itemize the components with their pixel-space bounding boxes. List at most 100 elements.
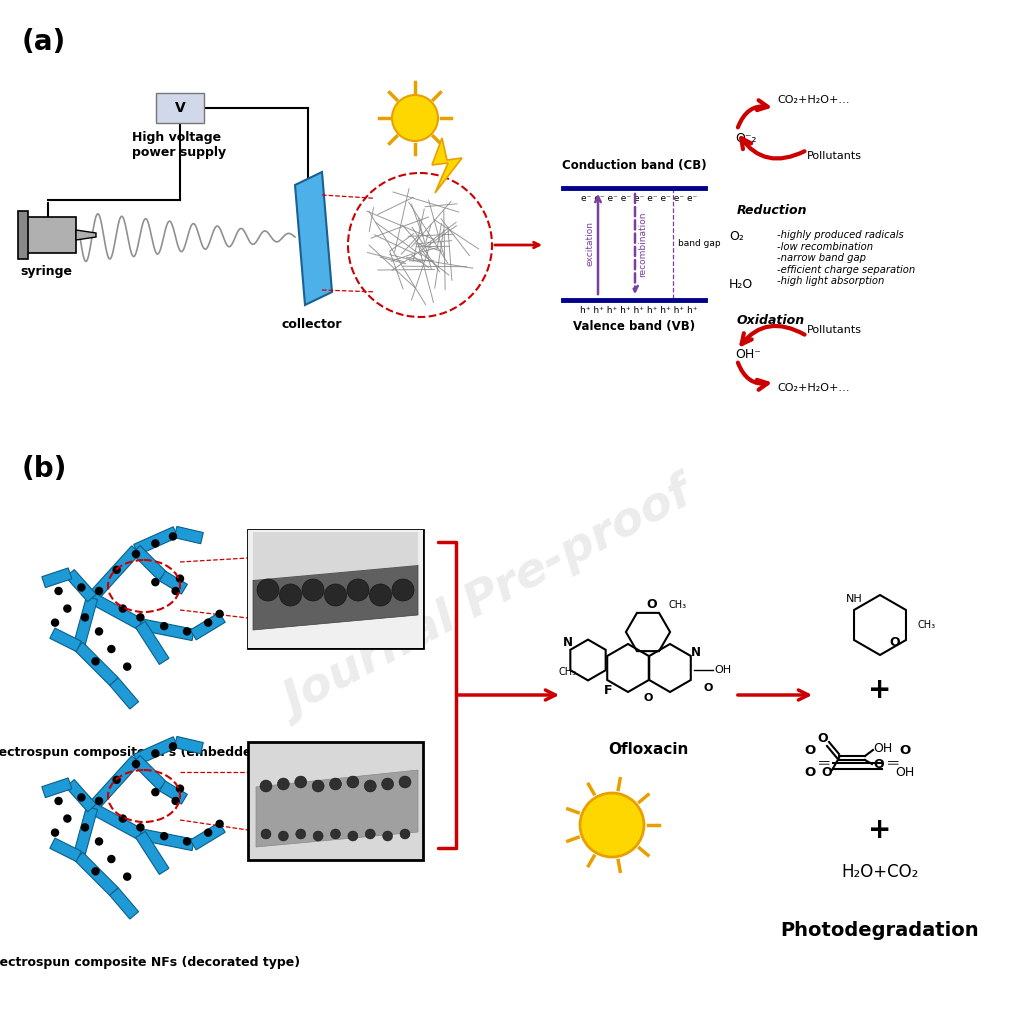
Polygon shape (90, 593, 143, 629)
Circle shape (365, 829, 376, 839)
Circle shape (51, 619, 59, 626)
Text: O: O (643, 693, 652, 703)
Circle shape (152, 789, 158, 796)
Circle shape (278, 778, 289, 790)
Text: N: N (563, 635, 573, 649)
Circle shape (133, 551, 140, 558)
Circle shape (123, 874, 131, 880)
Polygon shape (159, 571, 187, 594)
Circle shape (216, 611, 223, 617)
Polygon shape (139, 619, 194, 641)
Text: OH: OH (714, 666, 732, 675)
Text: ||: || (887, 757, 897, 764)
Circle shape (170, 533, 177, 540)
Text: O₂: O₂ (729, 230, 744, 242)
Polygon shape (190, 613, 225, 640)
Circle shape (383, 831, 393, 841)
Circle shape (301, 579, 324, 601)
Polygon shape (139, 829, 194, 851)
Polygon shape (87, 756, 140, 811)
Text: Electrospun composite NFs (embedded type): Electrospun composite NFs (embedded type… (0, 746, 301, 759)
Text: O: O (873, 758, 884, 770)
Circle shape (78, 584, 85, 591)
Text: High voltage
power supply: High voltage power supply (132, 131, 226, 159)
Circle shape (92, 867, 99, 875)
Text: Journal Pre-proof: Journal Pre-proof (278, 473, 702, 727)
Polygon shape (110, 888, 139, 919)
Polygon shape (136, 621, 169, 664)
Polygon shape (190, 823, 225, 850)
Text: +: + (868, 676, 892, 704)
Text: NH: NH (846, 594, 863, 604)
Text: O: O (822, 767, 832, 779)
Text: -highly produced radicals
-low recombination
-narrow band gap
-efficient charge : -highly produced radicals -low recombina… (777, 230, 915, 287)
Polygon shape (253, 565, 418, 630)
Circle shape (382, 778, 394, 790)
Text: Photodegradation: Photodegradation (781, 920, 980, 940)
Polygon shape (73, 596, 98, 648)
Circle shape (205, 829, 212, 836)
Polygon shape (17, 211, 28, 259)
Circle shape (152, 750, 158, 757)
Circle shape (260, 780, 272, 792)
Circle shape (55, 588, 62, 594)
Text: band gap: band gap (678, 239, 720, 248)
Polygon shape (159, 781, 187, 804)
Text: Electrospun composite NFs (decorated type): Electrospun composite NFs (decorated typ… (0, 956, 300, 969)
Polygon shape (76, 230, 96, 240)
Text: OH⁻: OH⁻ (735, 349, 760, 361)
Circle shape (96, 838, 103, 845)
Circle shape (137, 824, 144, 831)
Polygon shape (42, 778, 72, 798)
Circle shape (137, 614, 144, 621)
Circle shape (392, 579, 414, 601)
Circle shape (369, 584, 391, 607)
Circle shape (261, 829, 271, 839)
Circle shape (399, 776, 411, 788)
Circle shape (312, 780, 324, 792)
Polygon shape (66, 779, 97, 811)
Circle shape (96, 588, 103, 594)
Circle shape (183, 628, 190, 634)
Circle shape (183, 838, 190, 845)
Polygon shape (42, 568, 72, 588)
Text: CH₃: CH₃ (669, 600, 687, 610)
Text: Reduction: Reduction (737, 204, 808, 216)
Circle shape (580, 793, 644, 857)
FancyBboxPatch shape (248, 530, 423, 648)
Circle shape (279, 831, 288, 841)
Text: CO₂+H₂O+…: CO₂+H₂O+… (777, 95, 850, 105)
Text: (b): (b) (22, 455, 67, 483)
Text: H₂O+CO₂: H₂O+CO₂ (842, 863, 919, 881)
Polygon shape (49, 628, 81, 651)
Polygon shape (174, 527, 204, 543)
Circle shape (161, 623, 168, 629)
Circle shape (400, 829, 410, 839)
Polygon shape (295, 172, 332, 305)
Text: CH₃: CH₃ (918, 620, 936, 630)
Polygon shape (75, 643, 118, 685)
Circle shape (257, 579, 279, 601)
Text: O: O (805, 743, 816, 757)
Polygon shape (66, 569, 97, 601)
Text: +: + (868, 816, 892, 844)
Text: Conduction band (CB): Conduction band (CB) (562, 159, 706, 172)
Text: N: N (691, 646, 701, 658)
Circle shape (364, 780, 377, 792)
Polygon shape (132, 545, 167, 580)
Text: Pollutants: Pollutants (807, 151, 862, 161)
Text: O: O (899, 743, 911, 757)
Polygon shape (256, 770, 418, 847)
Text: Pollutants: Pollutants (807, 325, 862, 335)
Text: Ofloxacin: Ofloxacin (608, 742, 688, 757)
Circle shape (172, 588, 179, 594)
Circle shape (96, 628, 103, 634)
Circle shape (108, 646, 115, 652)
Circle shape (324, 584, 347, 607)
Circle shape (81, 824, 88, 831)
Circle shape (81, 614, 88, 621)
Circle shape (133, 761, 140, 768)
Circle shape (177, 786, 183, 792)
Polygon shape (110, 678, 139, 709)
Text: Oxidation: Oxidation (737, 314, 805, 326)
